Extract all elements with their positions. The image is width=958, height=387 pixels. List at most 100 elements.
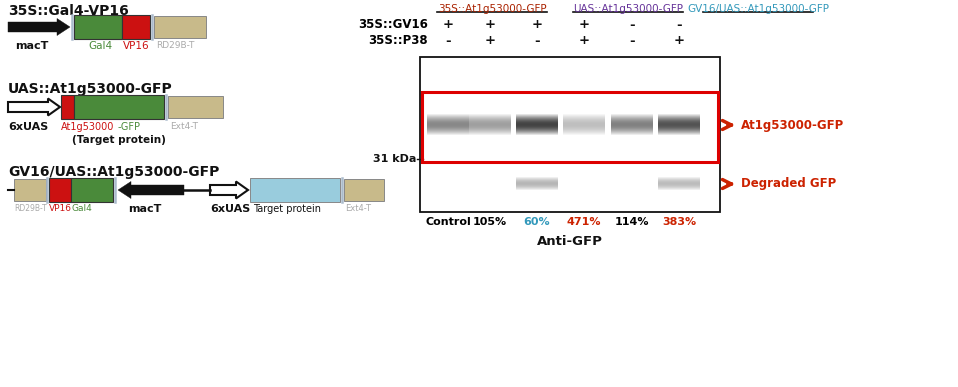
Bar [658,128,700,129]
Bar [516,117,558,118]
Bar [427,126,469,127]
Bar [658,189,700,190]
Bar [469,126,511,127]
Bar [516,115,558,116]
Text: 35S::GV16: 35S::GV16 [358,19,428,31]
Bar [563,132,605,133]
Bar [658,135,700,136]
Polygon shape [210,182,248,199]
Bar [516,180,558,181]
Bar [658,124,700,125]
Bar [427,135,469,136]
Text: RD29B-T: RD29B-T [14,204,47,213]
Bar [516,132,558,133]
Bar [427,115,469,116]
Bar [469,122,511,123]
Polygon shape [8,99,60,115]
Bar [516,179,558,180]
Bar [658,129,700,130]
Bar [658,179,700,180]
Bar [563,119,605,120]
Bar [469,132,511,133]
Text: 6xUAS: 6xUAS [8,122,48,132]
Bar [658,185,700,186]
Bar [611,120,653,121]
Bar [611,124,653,125]
Bar [563,120,605,121]
Bar [427,125,469,126]
Bar [658,123,700,124]
Bar [74,15,122,39]
Bar [563,115,605,116]
Bar [154,16,206,38]
Text: -: - [676,19,682,31]
Bar [563,131,605,132]
Bar [611,129,653,130]
Bar [658,132,700,133]
Text: 35S::At1g53000-GFP: 35S::At1g53000-GFP [438,4,546,14]
Bar [658,116,700,117]
Bar [658,184,700,185]
Bar [563,133,605,134]
Bar [611,127,653,128]
Text: VP16: VP16 [49,204,72,213]
Bar [427,131,469,132]
Bar [427,132,469,133]
Polygon shape [118,182,184,199]
Bar [14,179,46,201]
Bar [427,123,469,124]
Bar [658,130,700,131]
Bar [658,126,700,127]
Text: (Target protein): (Target protein) [72,135,166,145]
Text: -: - [445,34,451,48]
Bar [61,95,74,119]
Text: Degraded GFP: Degraded GFP [741,178,836,190]
Bar [516,189,558,190]
Bar [427,121,469,122]
Bar [427,118,469,119]
Bar [427,130,469,131]
Bar [658,118,700,119]
Bar [516,128,558,129]
Text: 383%: 383% [662,217,696,227]
Bar [469,120,511,121]
Bar [516,126,558,127]
Bar [427,116,469,117]
Bar [427,124,469,125]
Bar [122,15,150,39]
Bar [563,124,605,125]
Bar [469,127,511,128]
Bar [516,130,558,131]
Bar [516,118,558,119]
Bar [516,178,558,179]
Bar [563,134,605,135]
Bar [516,124,558,125]
Text: 31 kDa: 31 kDa [373,154,416,164]
Bar [469,115,511,116]
Bar [658,117,700,118]
Text: At1g53000-GFP: At1g53000-GFP [741,118,844,132]
Text: 6xUAS: 6xUAS [210,204,250,214]
Bar [611,114,653,115]
Bar [469,116,511,117]
Bar [427,117,469,118]
Bar [516,183,558,184]
Bar [563,135,605,136]
Bar [344,179,384,201]
Text: GV16/UAS::At1g53000-GFP: GV16/UAS::At1g53000-GFP [687,4,829,14]
Bar [516,131,558,132]
Text: VP16: VP16 [123,41,149,51]
Text: +: + [443,19,453,31]
Text: +: + [485,19,495,31]
Text: UAS::At1g53000-GFP: UAS::At1g53000-GFP [8,82,172,96]
Bar [74,95,164,119]
Bar [658,127,700,128]
Text: -GFP: -GFP [118,122,141,132]
Bar [563,123,605,124]
Text: -: - [535,34,539,48]
Text: -: - [629,19,635,31]
Bar [563,125,605,126]
Bar [427,128,469,129]
Bar [516,127,558,128]
Bar [516,121,558,122]
